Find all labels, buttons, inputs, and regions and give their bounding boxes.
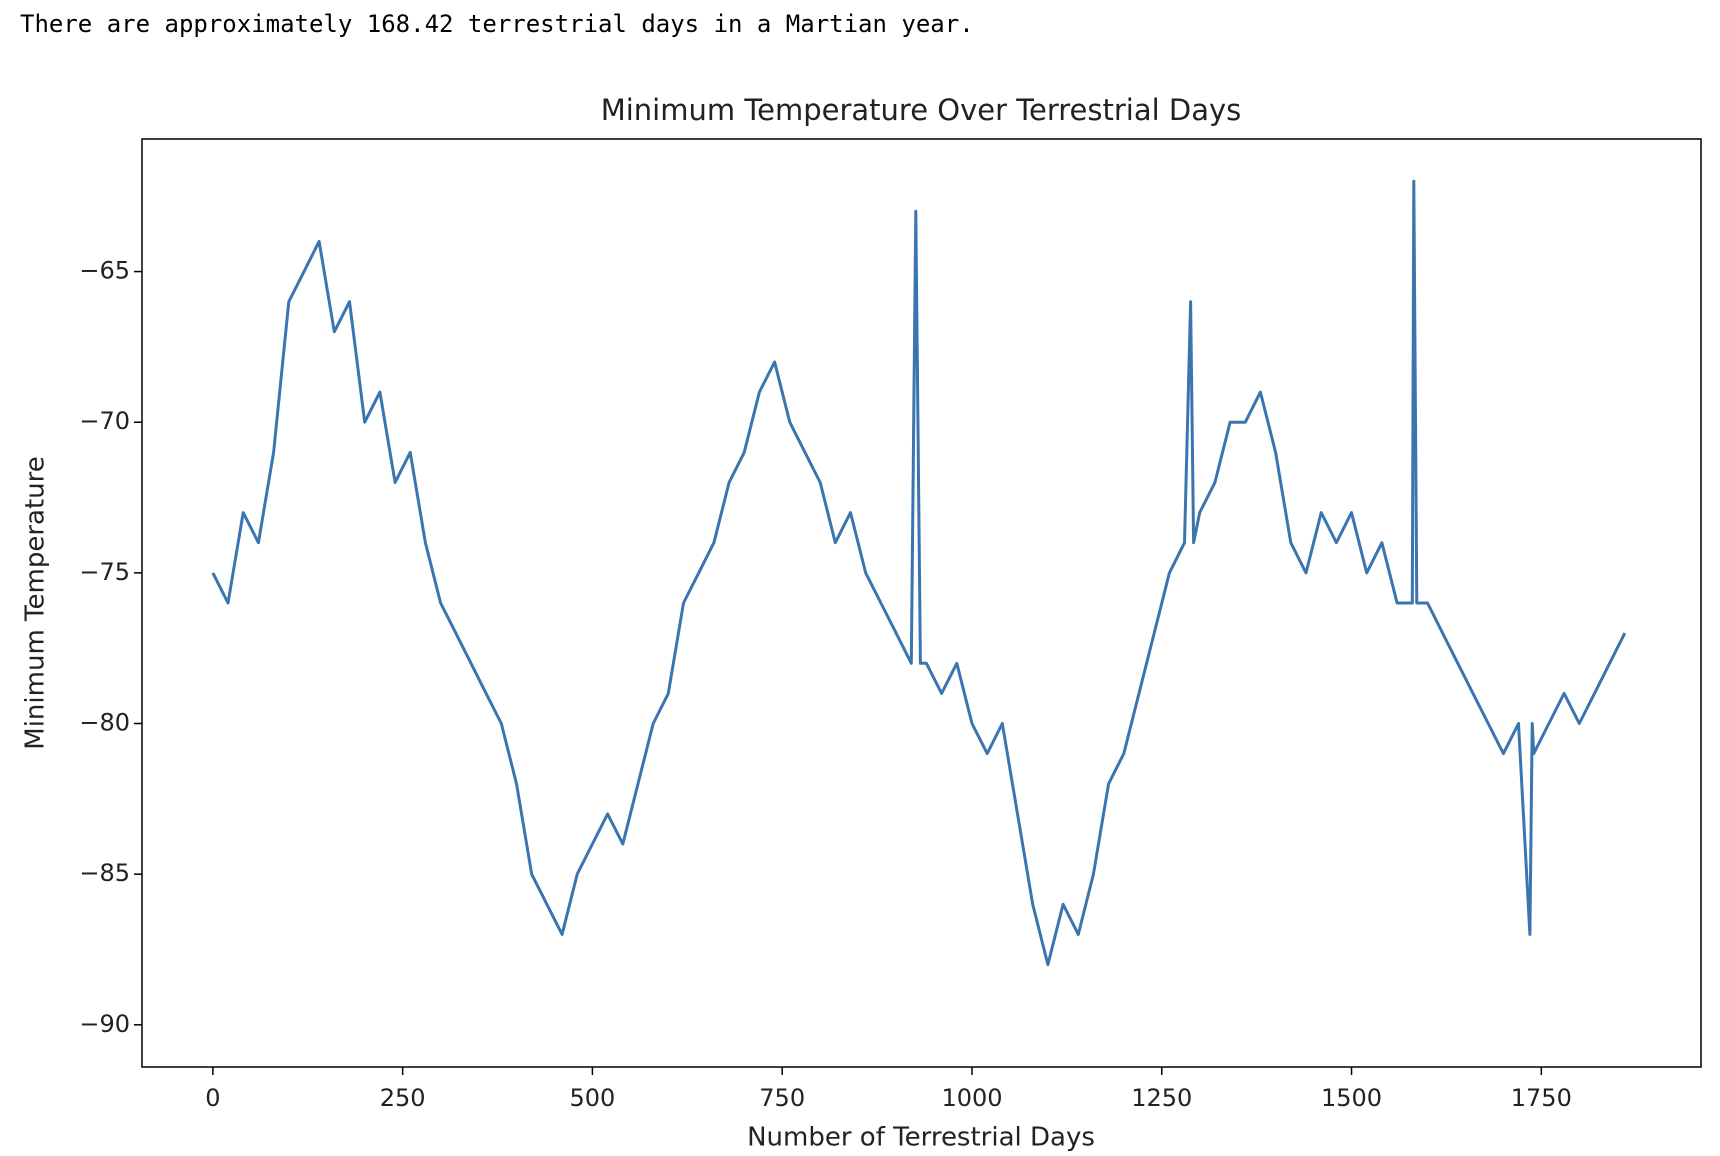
x-tick-label: 1000 — [941, 1084, 1002, 1112]
data-line — [211, 179, 1627, 967]
x-axis-label: Number of Terrestrial Days — [747, 1123, 1095, 1153]
x-tick-label: 1250 — [1131, 1084, 1192, 1112]
x-tick-label: 0 — [205, 1084, 220, 1112]
x-tick-label: 250 — [380, 1084, 426, 1112]
y-tick-label: −85 — [79, 859, 130, 887]
output-text: There are approximately 168.42 terrestri… — [20, 10, 974, 38]
y-tick-label: −65 — [79, 257, 130, 285]
y-axis-label: Minimum Temperature — [21, 456, 51, 749]
y-tick-label: −75 — [79, 558, 130, 586]
y-tick-label: −70 — [79, 407, 130, 435]
x-tick-label: 500 — [570, 1084, 616, 1112]
y-tick-label: −80 — [79, 709, 130, 737]
x-tick-label: 1750 — [1511, 1084, 1572, 1112]
plot-frame — [141, 138, 1702, 1068]
x-tick-label: 1500 — [1321, 1084, 1382, 1112]
x-tick-label: 750 — [759, 1084, 805, 1112]
y-tick-label: −90 — [79, 1010, 130, 1038]
chart-title: Minimum Temperature Over Terrestrial Day… — [601, 93, 1242, 127]
